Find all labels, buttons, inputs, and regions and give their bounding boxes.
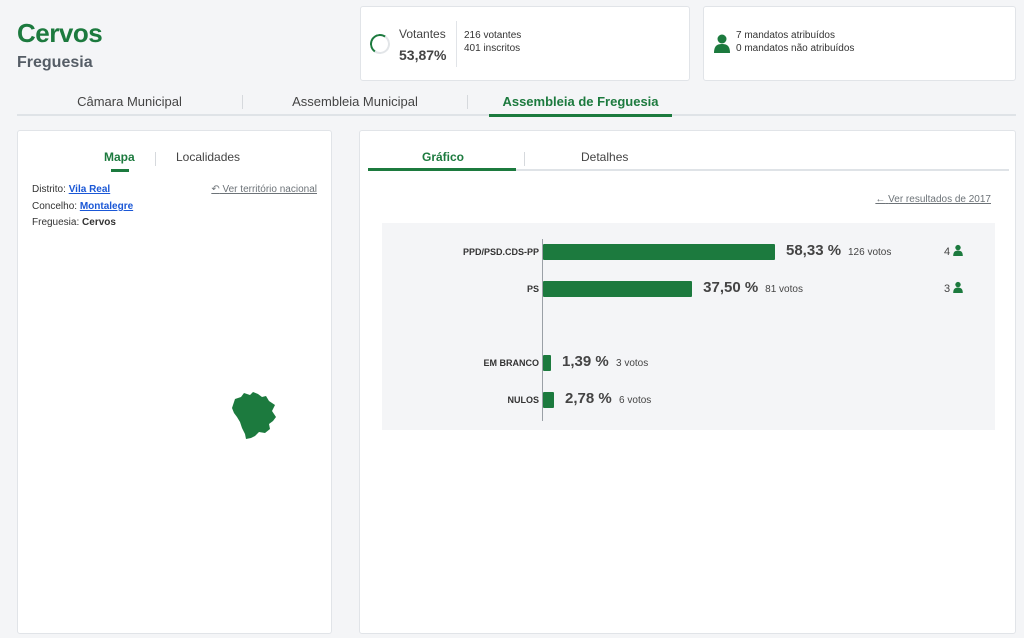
tab-camara-municipal[interactable]: Câmara Municipal — [77, 94, 182, 109]
bar[interactable] — [543, 355, 551, 371]
mandates-unassigned: 0 mandatos não atribuídos — [736, 43, 855, 54]
voters-card: Votantes 53,87% 216 votantes 401 inscrit… — [360, 6, 690, 81]
bar[interactable] — [543, 281, 693, 297]
tab-mapa[interactable]: Mapa — [104, 150, 135, 164]
active-subtab-indicator — [111, 169, 129, 172]
tab-divider — [242, 95, 243, 109]
seats-count: 4 — [944, 246, 951, 258]
freguesia-line: Freguesia: Cervos — [32, 217, 116, 228]
turnout-ring-icon — [368, 32, 392, 56]
voters-label: Votantes — [399, 27, 446, 41]
freguesia-label: Freguesia: — [32, 217, 80, 228]
active-tab-indicator — [489, 114, 672, 117]
seats-count: 3 — [944, 283, 951, 295]
page-title: Cervos — [17, 18, 103, 48]
tab-assembleia-freguesia[interactable]: Assembleia de Freguesia — [502, 94, 659, 109]
divider — [456, 21, 457, 67]
bar-votes: 81 votos — [765, 284, 803, 295]
tab-detalhes[interactable]: Detalhes — [581, 150, 629, 164]
arrow-left-icon: ← — [875, 194, 886, 205]
bar-percent: 2,78 % — [565, 390, 612, 407]
tab-divider — [155, 152, 156, 166]
results-2017-link[interactable]: ← Ver resultados de 2017 — [875, 194, 991, 205]
results-2017-label: Ver resultados de 2017 — [888, 194, 991, 205]
bar-label: EM BRANCO — [483, 358, 540, 368]
results-panel: Gráfico Detalhes ← Ver resultados de 201… — [359, 130, 1016, 634]
bar-row: PPD/PSD.CDS-PP 58,33 % 126 votos 4 — [360, 242, 1017, 262]
subtab-rule — [368, 169, 1009, 171]
distrito-label: Distrito: — [32, 184, 66, 195]
tab-divider — [524, 152, 525, 166]
bar-row: PS 37,50 % 81 votos 3 — [360, 279, 1017, 299]
voters-count: 216 votantes — [464, 30, 522, 41]
national-territory-label: Ver território nacional — [222, 184, 318, 195]
concelho-link[interactable]: Montalegre — [79, 201, 134, 212]
tab-grafico[interactable]: Gráfico — [422, 150, 465, 164]
bar-row: NULOS 2,78 % 6 votos — [360, 390, 1017, 410]
distrito-link[interactable]: Vila Real — [68, 184, 111, 195]
turnout-percent: 53,87% — [399, 47, 447, 63]
distrito-line: Distrito: Vila Real — [32, 184, 110, 195]
bar-percent: 37,50 % — [703, 279, 759, 296]
bar[interactable] — [543, 244, 775, 260]
undo-icon: ↶ — [211, 184, 220, 195]
bar-label: PPD/PSD.CDS-PP — [462, 247, 539, 257]
tab-assembleia-municipal[interactable]: Assembleia Municipal — [292, 94, 418, 109]
concelho-label: Concelho: — [32, 201, 78, 212]
tab-localidades[interactable]: Localidades — [176, 150, 241, 164]
mandates-assigned: 7 mandatos atribuídos — [736, 30, 835, 41]
chart-axis — [542, 239, 543, 421]
parish-map-shape[interactable] — [231, 391, 279, 441]
bar-votes: 126 votos — [848, 247, 892, 258]
bar-percent: 58,33 % — [786, 242, 842, 259]
registered-count: 401 inscritos — [464, 43, 521, 54]
bar[interactable] — [543, 392, 555, 408]
bar-label: NULOS — [507, 395, 540, 405]
person-icon — [714, 34, 730, 53]
concelho-line: Concelho: Montalegre — [32, 201, 133, 212]
bar-seats: 4 — [944, 244, 964, 258]
bar-percent: 1,39 % — [562, 353, 609, 370]
bar-label: PS — [526, 284, 539, 294]
person-icon — [953, 281, 963, 293]
national-territory-link[interactable]: ↶ Ver território nacional — [211, 184, 317, 195]
map-panel: Mapa Localidades Distrito: Vila Real Con… — [17, 130, 332, 634]
mandates-card: 7 mandatos atribuídos 0 mandatos não atr… — [703, 6, 1016, 81]
person-icon — [953, 244, 963, 256]
freguesia-value: Cervos — [82, 217, 116, 228]
tab-divider — [467, 95, 468, 109]
active-subtab-indicator — [368, 168, 516, 171]
page-subtitle: Freguesia — [17, 54, 93, 71]
bar-seats: 3 — [944, 281, 964, 295]
bar-votes: 3 votos — [616, 358, 649, 369]
main-tabbar: Câmara Municipal Assembleia Municipal As… — [17, 90, 1016, 117]
bar-votes: 6 votos — [619, 395, 652, 406]
bar-row: EM BRANCO 1,39 % 3 votos — [360, 353, 1017, 373]
